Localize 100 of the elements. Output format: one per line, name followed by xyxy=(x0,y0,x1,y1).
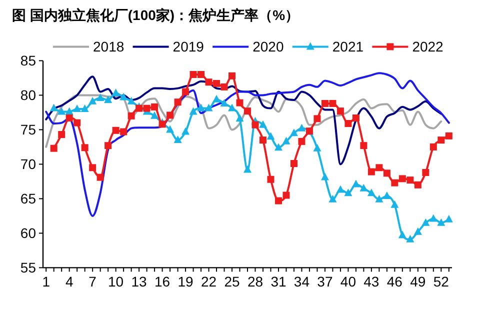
line-series xyxy=(45,76,442,166)
point xyxy=(267,176,274,183)
point xyxy=(244,108,251,115)
x-tick-label: 40 xyxy=(340,274,356,290)
point xyxy=(391,179,398,186)
point xyxy=(368,168,375,176)
point xyxy=(406,234,414,242)
point xyxy=(50,144,58,152)
point xyxy=(321,100,328,107)
point xyxy=(213,80,220,87)
point xyxy=(406,176,414,184)
point xyxy=(150,111,159,119)
x-tick-label: 25 xyxy=(224,274,240,290)
point xyxy=(282,192,290,199)
point xyxy=(422,168,430,176)
point xyxy=(174,136,182,144)
point xyxy=(360,184,368,192)
point xyxy=(80,104,89,112)
legend-label: 2021 xyxy=(332,38,364,55)
point xyxy=(259,136,266,144)
point xyxy=(328,194,337,202)
point xyxy=(58,131,66,138)
point xyxy=(390,200,399,208)
x-tick-label: 4 xyxy=(65,274,74,290)
point xyxy=(258,120,267,128)
point xyxy=(360,142,368,150)
point xyxy=(158,120,166,128)
point xyxy=(429,214,438,222)
legend-label: 2022 xyxy=(412,38,444,55)
point xyxy=(204,104,213,112)
x-tick-label: 10 xyxy=(108,274,124,290)
point xyxy=(376,164,383,172)
point xyxy=(65,107,74,115)
y-tick-label: 65 xyxy=(20,190,36,207)
point xyxy=(128,112,135,120)
y-tick-label: 70 xyxy=(20,156,36,172)
point xyxy=(414,181,422,188)
x-tick-label: 22 xyxy=(200,274,217,290)
point xyxy=(414,227,422,235)
x-tick-label: 19 xyxy=(178,274,194,290)
y-tick-label: 60 xyxy=(20,225,36,242)
y-tick-label: 75 xyxy=(20,122,36,138)
point xyxy=(166,112,174,119)
point xyxy=(266,132,275,140)
point xyxy=(367,188,376,196)
point xyxy=(398,175,406,182)
point xyxy=(66,114,73,122)
point xyxy=(220,83,228,90)
point xyxy=(329,100,336,107)
point xyxy=(89,164,96,172)
point xyxy=(127,96,136,104)
point xyxy=(236,114,244,122)
point xyxy=(96,93,104,101)
point xyxy=(112,88,120,96)
point xyxy=(174,98,182,106)
point xyxy=(198,71,205,78)
point xyxy=(96,174,104,181)
point xyxy=(151,103,158,110)
point xyxy=(344,188,352,196)
x-tick-label: 46 xyxy=(386,274,403,290)
point xyxy=(136,104,143,112)
x-tick-label: 34 xyxy=(294,274,310,290)
point xyxy=(313,144,322,152)
point xyxy=(320,172,329,180)
legend-label: 2019 xyxy=(172,38,204,55)
x-tick-label: 52 xyxy=(433,274,450,290)
point xyxy=(166,125,174,133)
point xyxy=(182,88,190,96)
point xyxy=(398,230,406,238)
point xyxy=(190,71,197,78)
point xyxy=(290,128,298,136)
x-tick-label: 1 xyxy=(42,274,50,290)
point xyxy=(314,115,321,122)
chart-title: 图 国内独立焦化厂(100家)：焦炉生产率（%） xyxy=(12,7,300,23)
point xyxy=(58,107,66,115)
point xyxy=(422,218,430,226)
point xyxy=(344,120,352,127)
point xyxy=(298,138,306,145)
point xyxy=(383,170,390,177)
point xyxy=(352,114,360,122)
point xyxy=(104,142,112,150)
point xyxy=(81,144,88,152)
point xyxy=(444,214,453,222)
x-tick-label: 43 xyxy=(364,274,380,290)
point xyxy=(430,143,437,150)
point xyxy=(298,124,306,132)
point xyxy=(438,136,445,144)
point xyxy=(189,107,198,115)
x-tick-label: 31 xyxy=(270,274,286,290)
x-tick-label: 16 xyxy=(154,274,170,290)
legend-label: 2018 xyxy=(93,38,124,55)
point xyxy=(112,126,120,134)
y-tick-label: 80 xyxy=(20,87,36,104)
point xyxy=(73,104,82,112)
x-tick-label: 28 xyxy=(247,274,264,290)
point xyxy=(336,185,344,193)
point xyxy=(244,165,252,173)
y-tick-label: 55 xyxy=(20,260,36,276)
point xyxy=(104,96,112,104)
point xyxy=(143,104,150,112)
